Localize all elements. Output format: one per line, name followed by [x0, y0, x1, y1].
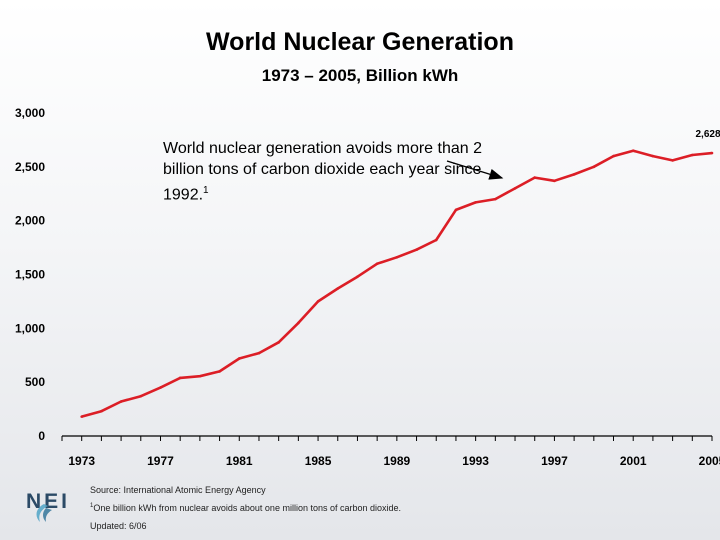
x-axis-ticks: 1973 1977 1981 1985 1989 1993 1997 2001 2005 — [61, 436, 720, 468]
data-point — [710, 151, 714, 155]
logo-text: NEI — [26, 490, 71, 513]
footnote-line: 1One billion kWh from nuclear avoids abo… — [90, 503, 401, 513]
data-point — [572, 173, 576, 176]
data-point — [691, 153, 694, 157]
x-tick-label: 1973 — [68, 454, 95, 468]
data-point — [592, 165, 596, 169]
y-tick-label: 3,000 — [15, 106, 45, 120]
data-point — [671, 159, 674, 162]
data-point — [198, 374, 202, 378]
logo-swoosh-icon — [36, 504, 52, 522]
data-point — [454, 208, 458, 212]
annotation-callout: World nuclear generation avoids more tha… — [163, 138, 483, 205]
annotation-arrow — [446, 160, 504, 180]
nei-logo: NEI — [22, 486, 84, 526]
data-labels: 2,628 — [695, 129, 720, 140]
x-tick-label: 2005 — [699, 454, 720, 468]
data-point — [494, 197, 497, 201]
x-tick-label: 1993 — [462, 454, 489, 468]
y-axis-ticks: 0 500 1,000 1,500 2,000 2,500 3,000 — [15, 106, 45, 443]
data-point — [257, 351, 261, 355]
data-point — [218, 370, 221, 373]
data-point — [237, 357, 241, 360]
data-point — [100, 409, 103, 413]
data-point — [415, 248, 418, 252]
source-note: Source: International Atomic Energy Agen… — [90, 485, 266, 495]
data-point — [375, 262, 379, 266]
data-point — [434, 238, 438, 242]
y-tick-label: 0 — [38, 429, 45, 443]
y-tick-label: 500 — [25, 375, 45, 389]
data-point — [651, 154, 655, 158]
data-point — [316, 300, 320, 303]
x-tick-label: 1977 — [147, 454, 174, 468]
data-point — [631, 149, 635, 152]
data-point — [178, 376, 182, 380]
y-tick-label: 1,000 — [15, 321, 45, 335]
data-point — [119, 400, 123, 403]
x-tick-label: 1985 — [305, 454, 332, 468]
data-label: 2,628 — [695, 129, 720, 140]
x-tick-label: 2001 — [620, 454, 647, 468]
annotation-footnote-mark: 1 — [203, 185, 209, 196]
y-tick-label: 2,500 — [15, 160, 45, 174]
updated-note: Updated: 6/06 — [90, 521, 147, 531]
data-point — [474, 201, 477, 204]
data-point — [277, 341, 280, 344]
data-point — [553, 179, 556, 183]
y-tick-label: 1,500 — [15, 268, 45, 282]
x-tick-label: 1997 — [541, 454, 568, 468]
footnote-text: One billion kWh from nuclear avoids abou… — [93, 503, 402, 513]
annotation-text: World nuclear generation avoids more tha… — [163, 140, 482, 204]
data-point — [533, 176, 537, 179]
footnote-mark: 1 — [90, 503, 94, 509]
x-tick-label: 1989 — [383, 454, 410, 468]
data-point — [356, 275, 359, 278]
data-point — [139, 394, 143, 398]
y-tick-label: 2,000 — [15, 214, 45, 228]
data-point — [336, 287, 340, 290]
x-tick-label: 1981 — [226, 454, 253, 468]
series-layer — [80, 149, 714, 418]
data-point — [297, 321, 300, 325]
chart-title: World Nuclear Generation — [206, 28, 514, 56]
data-point — [395, 255, 399, 259]
chart-subtitle: 1973 – 2005, Billion kWh — [261, 66, 459, 85]
data-point — [612, 154, 615, 158]
data-point — [159, 386, 162, 389]
data-point — [80, 415, 83, 418]
data-point — [513, 187, 517, 190]
